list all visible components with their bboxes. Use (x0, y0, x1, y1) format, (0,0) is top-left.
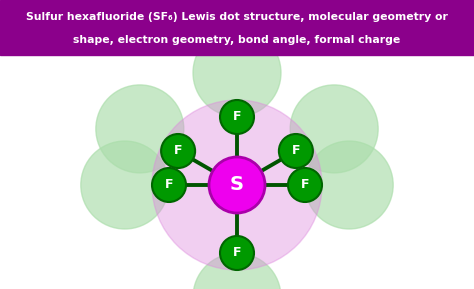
Circle shape (288, 168, 322, 202)
Circle shape (279, 134, 313, 168)
Text: F: F (233, 110, 241, 123)
Circle shape (209, 157, 265, 213)
Circle shape (193, 253, 281, 289)
Circle shape (193, 29, 281, 117)
Circle shape (152, 168, 186, 202)
Text: F: F (174, 144, 182, 158)
Circle shape (152, 100, 322, 270)
Circle shape (305, 141, 393, 229)
Circle shape (81, 141, 169, 229)
Bar (0, 0, 474, 55)
Text: S: S (230, 175, 244, 194)
Circle shape (220, 100, 254, 134)
Text: shape, electron geometry, bond angle, formal charge: shape, electron geometry, bond angle, fo… (73, 35, 401, 45)
Text: F: F (292, 144, 300, 158)
Circle shape (96, 85, 184, 173)
Text: F: F (233, 247, 241, 260)
Text: F: F (165, 179, 173, 192)
Text: Sulfur hexafluoride (SF₆) Lewis dot structure, molecular geometry or: Sulfur hexafluoride (SF₆) Lewis dot stru… (26, 12, 448, 21)
Text: F: F (301, 179, 309, 192)
Circle shape (290, 85, 378, 173)
Circle shape (220, 236, 254, 270)
Circle shape (161, 134, 195, 168)
